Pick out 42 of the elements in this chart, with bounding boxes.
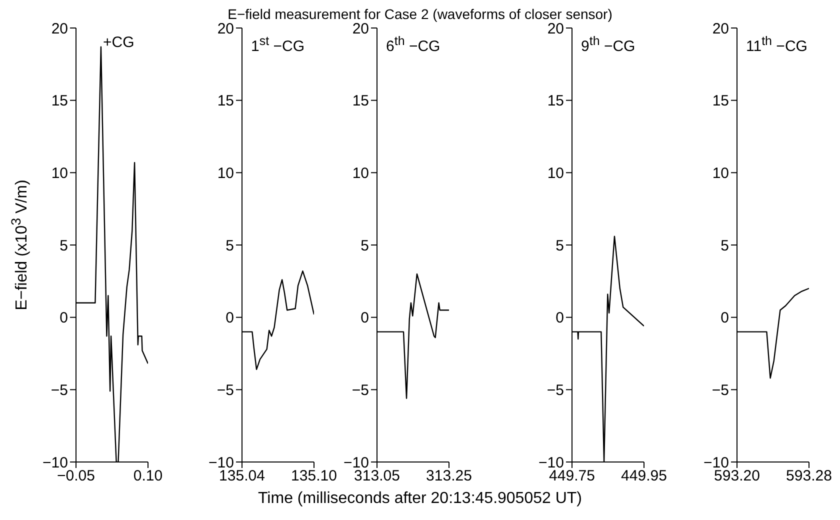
- x-tick-label: 449.95: [621, 468, 667, 485]
- x-tick-label: 593.28: [786, 468, 832, 485]
- y-tick-label: 20: [547, 20, 564, 38]
- y-tick-label: 20: [217, 20, 234, 38]
- y-tick-label: 0: [720, 310, 729, 327]
- y-tick-label: 10: [51, 164, 68, 182]
- y-tick-label: 0: [60, 310, 68, 327]
- y-tick-label: −5: [712, 382, 729, 399]
- y-tick-label: −5: [546, 382, 564, 399]
- y-tick-label: 15: [547, 92, 564, 110]
- y-tick-label: 15: [712, 92, 729, 110]
- annotation: 1$^{st}$ −CG: [251, 34, 305, 55]
- y-tick-label: −5: [216, 382, 234, 399]
- y-tick-label: 15: [217, 92, 234, 110]
- chart-title: E−field measurement for Case 2 (waveforms of closer sensor): [226, 6, 614, 22]
- y-tick-label: 0: [556, 310, 564, 327]
- y-tick-label: 5: [226, 237, 234, 254]
- y-tick-label: 5: [720, 237, 729, 254]
- y-tick-label: 20: [51, 20, 68, 38]
- annotation: 9$^{th}$ −CG: [581, 34, 636, 55]
- y-tick-label: 5: [60, 237, 68, 254]
- y-tick-label: −5: [50, 382, 68, 399]
- y-tick-label: 5: [360, 237, 369, 254]
- y-tick-label: 20: [712, 20, 729, 38]
- y-tick-label: 5: [556, 237, 564, 254]
- y-tick-label: 10: [217, 164, 234, 182]
- y-tick-label: −5: [352, 382, 369, 399]
- x-tick-label: 135.10: [291, 468, 337, 485]
- y-tick-label: 20: [352, 20, 369, 38]
- y-tick-label: 10: [712, 164, 729, 182]
- x-tick-label: 313.25: [426, 468, 472, 485]
- y-tick-label: 15: [352, 92, 369, 110]
- y-tick-label: 0: [226, 310, 234, 327]
- annotation: 6$^{th}$ −CG: [386, 34, 440, 55]
- x-axis-title: Time (milliseconds after 20:13:45.905052 UT): [257, 490, 583, 508]
- y-tick-label: 15: [51, 92, 68, 110]
- y-tick-label: 10: [352, 164, 369, 182]
- y-tick-label: 0: [360, 310, 369, 327]
- annotation: 11$^{th}$ −CG: [746, 34, 808, 55]
- y-tick-label: 10: [547, 164, 564, 182]
- x-tick-label: 0.10: [133, 468, 163, 485]
- annotation: +CG: [103, 34, 134, 51]
